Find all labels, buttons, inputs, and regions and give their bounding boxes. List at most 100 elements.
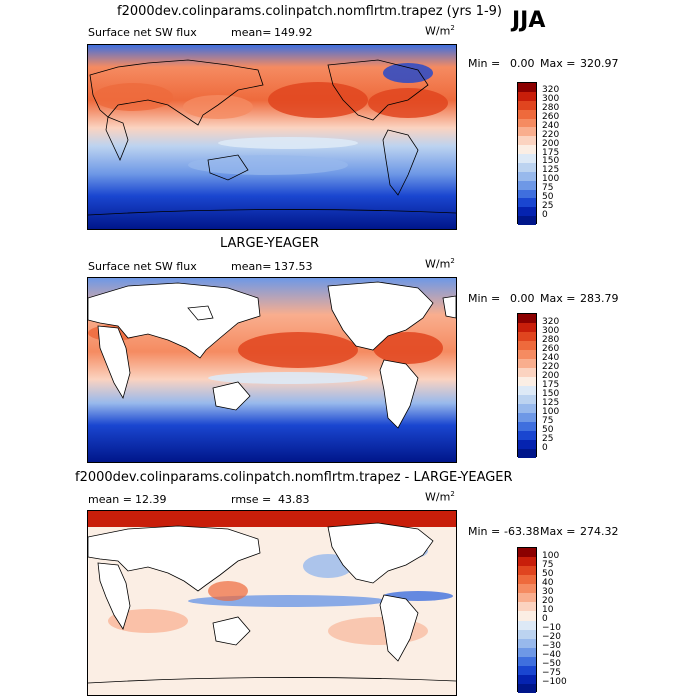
colorbar-swatch: [518, 332, 536, 341]
colorbar-tick-label: 320: [542, 85, 560, 96]
colorbar-tick-label: 100: [542, 550, 560, 561]
colorbar-tick-label: 260: [542, 343, 560, 354]
colorbar-tick-label: 125: [542, 165, 560, 176]
colorbar-tick-label: 300: [542, 325, 560, 336]
colorbar-swatch: [518, 647, 536, 657]
panel1-mean-value: 149.92: [274, 26, 313, 39]
colorbar-tick-label: 100: [542, 174, 560, 185]
colorbar-tick-label: 50: [542, 424, 554, 435]
panel1-max-value: 320.97: [580, 57, 619, 70]
panel2-max-label: Max =: [540, 292, 576, 305]
colorbar-swatch: [518, 359, 536, 368]
colorbar-tick-label: 75: [542, 183, 554, 193]
colorbar-tick-label: 220: [542, 361, 560, 372]
panel3-rmse-value: 43.83: [278, 493, 310, 506]
colorbar-swatch: [518, 314, 536, 323]
colorbar-swatch: [518, 341, 536, 350]
panel1-colorbar: [517, 82, 537, 225]
colorbar-tick-label: −50: [542, 659, 561, 670]
colorbar-swatch: [518, 611, 536, 621]
colorbar-tick-label: 220: [542, 129, 560, 140]
panel3-title: f2000dev.colinparams.colinpatch.nomflrtm…: [75, 470, 513, 485]
colorbar-swatch: [518, 350, 536, 359]
colorbar-tick-label: 300: [542, 94, 560, 105]
colorbar-tick-label: 0: [542, 614, 548, 624]
colorbar-tick-label: 75: [542, 415, 554, 426]
panel3-max-label: Max =: [540, 525, 576, 538]
colorbar-swatch: [518, 127, 536, 137]
colorbar-swatch: [518, 198, 536, 208]
colorbar-tick-label: 20: [542, 595, 554, 606]
colorbar-tick-label: 125: [542, 397, 560, 408]
colorbar-tick-label: 200: [542, 138, 560, 149]
panel2-mean-value: 137.53: [274, 260, 313, 273]
colorbar-swatch: [518, 377, 536, 386]
panel3-mean-label: mean =: [88, 493, 132, 506]
colorbar-tick-label: 260: [542, 112, 560, 122]
colorbar-swatch: [518, 620, 536, 630]
colorbar-swatch: [518, 422, 536, 431]
panel2-map: [87, 277, 457, 463]
colorbar-swatch: [518, 449, 536, 458]
panel2-min-value: 0.00: [510, 292, 535, 305]
colorbar-swatch: [518, 118, 536, 128]
panel1-variable: Surface net SW flux: [88, 26, 197, 39]
colorbar-swatch: [518, 665, 536, 675]
colorbar-swatch: [518, 323, 536, 332]
panel3-units: W/m2: [425, 490, 455, 504]
colorbar-tick-label: 150: [542, 156, 560, 167]
colorbar-swatch: [518, 566, 536, 576]
colorbar-tick-label: 240: [542, 120, 560, 131]
colorbar-tick-label: 280: [542, 103, 560, 114]
colorbar-swatch: [518, 154, 536, 163]
colorbar-swatch: [518, 368, 536, 377]
colorbar-swatch: [518, 189, 536, 199]
panel2-mean-label: mean=: [231, 260, 272, 273]
colorbar-swatch: [518, 629, 536, 639]
panel2-variable: Surface net SW flux: [88, 260, 197, 273]
colorbar-swatch: [518, 171, 536, 181]
colorbar-swatch: [518, 683, 536, 693]
colorbar-tick-label: 10: [542, 604, 554, 615]
colorbar-swatch: [518, 593, 536, 603]
panel2-units: W/m2: [425, 257, 455, 271]
colorbar-swatch: [518, 548, 536, 558]
colorbar-swatch: [518, 404, 536, 413]
colorbar-swatch: [518, 440, 536, 449]
colorbar-tick-label: −100: [542, 677, 567, 688]
panel1-max-label: Max =: [540, 57, 576, 70]
colorbar-swatch: [518, 656, 536, 666]
colorbar-swatch: [518, 431, 536, 440]
colorbar-tick-label: 25: [542, 200, 554, 211]
colorbar-swatch: [518, 100, 536, 110]
panel2-colorbar: [517, 313, 537, 458]
colorbar-tick-label: 280: [542, 334, 560, 345]
colorbar-tick-label: 0: [542, 209, 548, 220]
colorbar-swatch: [518, 638, 536, 648]
colorbar-swatch: [518, 145, 536, 154]
panel3-mean-value: 12.39: [135, 493, 167, 506]
panel3-max-value: 274.32: [580, 525, 619, 538]
colorbar-swatch: [518, 602, 536, 612]
colorbar-swatch: [518, 109, 536, 119]
panel1-units: W/m2: [425, 24, 455, 38]
colorbar-swatch: [518, 207, 536, 217]
season-label: JJA: [512, 8, 546, 33]
colorbar-tick-label: −10: [542, 623, 561, 634]
colorbar-tick-label: 200: [542, 370, 560, 381]
colorbar-swatch: [518, 395, 536, 404]
colorbar-swatch: [518, 674, 536, 684]
panel3-rmse-label: rmse =: [231, 493, 272, 506]
panel2-title: LARGE-YEAGER: [220, 236, 320, 251]
colorbar-tick-label: 150: [542, 388, 560, 399]
panel1-min-label: Min =: [468, 57, 501, 70]
panel3-colorbar: [517, 547, 537, 693]
panel3-map: [87, 510, 457, 696]
colorbar-swatch: [518, 83, 536, 92]
colorbar-tick-label: 320: [542, 316, 560, 327]
panel2-min-label: Min =: [468, 292, 501, 305]
colorbar-tick-label: 0: [542, 442, 548, 453]
colorbar-swatch: [518, 91, 536, 101]
colorbar-swatch: [518, 413, 536, 422]
colorbar-tick-label: 40: [542, 577, 554, 588]
